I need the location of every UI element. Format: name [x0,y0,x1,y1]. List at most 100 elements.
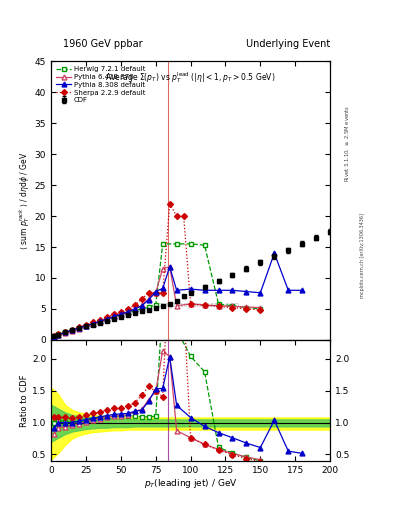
Y-axis label: $\langle$ sum $p_T^{rack}$ $\rangle$ / d$\eta$d$\phi$ / GeV: $\langle$ sum $p_T^{rack}$ $\rangle$ / d… [17,152,32,250]
Sherpa 2.2.9 default [140,296,144,302]
Pythia 6.428 370 [105,316,109,323]
Pythia 8.308 default [125,309,130,315]
Text: 1960 GeV ppbar: 1960 GeV ppbar [63,38,143,49]
Pythia 8.308 default [119,311,123,317]
Pythia 8.308 default [286,287,291,293]
Pythia 6.428 370 [244,304,249,310]
Sherpa 2.2.9 default [84,322,88,328]
Text: Rivet 3.1.10, $\geq$ 2.5M events: Rivet 3.1.10, $\geq$ 2.5M events [344,105,351,182]
Pythia 8.308 default [56,331,61,337]
Pythia 8.308 default [188,286,193,292]
Line: Sherpa 2.2.9 default: Sherpa 2.2.9 default [52,202,263,338]
Sherpa 2.2.9 default [244,306,249,312]
Pythia 8.308 default [146,296,151,303]
Herwig 7.2.1 default [91,321,95,327]
Herwig 7.2.1 default [160,241,165,247]
Herwig 7.2.1 default [97,318,102,325]
Pythia 6.428 370 [202,302,207,308]
Sherpa 2.2.9 default [153,290,158,296]
Herwig 7.2.1 default [140,306,144,312]
Pythia 8.308 default [202,287,207,293]
Sherpa 2.2.9 default [258,307,263,313]
Pythia 6.428 370 [51,334,56,340]
Pythia 8.308 default [174,287,179,293]
Pythia 6.428 370 [216,303,221,309]
Herwig 7.2.1 default [63,329,68,335]
Sherpa 2.2.9 default [132,303,137,309]
Pythia 8.308 default [112,313,116,319]
Sherpa 2.2.9 default [230,305,235,311]
Herwig 7.2.1 default [119,312,123,318]
Pythia 6.428 370 [56,332,61,338]
Herwig 7.2.1 default [202,242,207,248]
Pythia 8.308 default [77,325,81,331]
Text: CDF_2010_S8591881_OCD: CDF_2010_S8591881_OCD [157,303,241,308]
Pythia 6.428 370 [63,330,68,336]
Text: Average $\Sigma(p_T)$ vs $p_T^{\rm lead}$ ($|\eta| < 1$, $p_T > 0.5$ GeV): Average $\Sigma(p_T)$ vs $p_T^{\rm lead}… [105,70,276,84]
Herwig 7.2.1 default [77,325,81,331]
Herwig 7.2.1 default [105,316,109,323]
Pythia 8.308 default [216,287,221,293]
Sherpa 2.2.9 default [174,213,179,219]
Pythia 8.308 default [258,290,263,296]
Sherpa 2.2.9 default [181,213,186,219]
Pythia 8.308 default [84,323,88,329]
Pythia 6.428 370 [167,264,172,270]
Pythia 6.428 370 [140,303,144,309]
Pythia 8.308 default [51,334,56,340]
Herwig 7.2.1 default [112,314,116,320]
Herwig 7.2.1 default [153,302,158,308]
Pythia 6.428 370 [91,321,95,327]
Sherpa 2.2.9 default [51,333,56,339]
Pythia 6.428 370 [230,303,235,309]
Sherpa 2.2.9 default [112,311,116,317]
Pythia 6.428 370 [160,266,165,272]
Line: Pythia 8.308 default: Pythia 8.308 default [51,251,305,339]
Pythia 6.428 370 [132,306,137,312]
Sherpa 2.2.9 default [56,331,61,337]
Text: mcplots.cern.ch [arXiv:1306.3436]: mcplots.cern.ch [arXiv:1306.3436] [360,214,365,298]
Herwig 7.2.1 default [244,305,249,311]
Sherpa 2.2.9 default [105,314,109,321]
Pythia 8.308 default [244,288,249,294]
Herwig 7.2.1 default [132,308,137,314]
Herwig 7.2.1 default [51,333,56,339]
Pythia 8.308 default [153,288,158,294]
Sherpa 2.2.9 default [167,201,172,207]
Sherpa 2.2.9 default [77,324,81,330]
Herwig 7.2.1 default [216,301,221,307]
Pythia 8.308 default [230,287,235,293]
Line: Pythia 6.428 370: Pythia 6.428 370 [51,264,263,339]
Herwig 7.2.1 default [230,303,235,309]
Pythia 6.428 370 [174,303,179,309]
Pythia 8.308 default [97,318,102,324]
Herwig 7.2.1 default [125,310,130,316]
Pythia 6.428 370 [153,290,158,296]
Pythia 8.308 default [91,321,95,327]
Sherpa 2.2.9 default [97,317,102,323]
Pythia 8.308 default [132,306,137,312]
Herwig 7.2.1 default [146,304,151,310]
Sherpa 2.2.9 default [125,306,130,312]
Herwig 7.2.1 default [70,327,74,333]
Sherpa 2.2.9 default [63,329,68,335]
Pythia 8.308 default [63,329,68,335]
Herwig 7.2.1 default [188,241,193,247]
Sherpa 2.2.9 default [202,302,207,308]
Line: Herwig 7.2.1 default: Herwig 7.2.1 default [51,242,263,339]
Pythia 6.428 370 [125,309,130,315]
Pythia 6.428 370 [112,314,116,320]
Pythia 6.428 370 [77,326,81,332]
Pythia 6.428 370 [188,301,193,307]
Sherpa 2.2.9 default [91,319,95,326]
Pythia 6.428 370 [258,305,263,311]
Herwig 7.2.1 default [258,306,263,312]
Pythia 8.308 default [105,316,109,322]
Y-axis label: Ratio to CDF: Ratio to CDF [20,374,29,426]
Pythia 8.308 default [140,303,144,309]
Pythia 6.428 370 [70,328,74,334]
Sherpa 2.2.9 default [216,303,221,309]
Text: Underlying Event: Underlying Event [246,38,330,49]
Sherpa 2.2.9 default [146,290,151,296]
Pythia 8.308 default [160,285,165,291]
